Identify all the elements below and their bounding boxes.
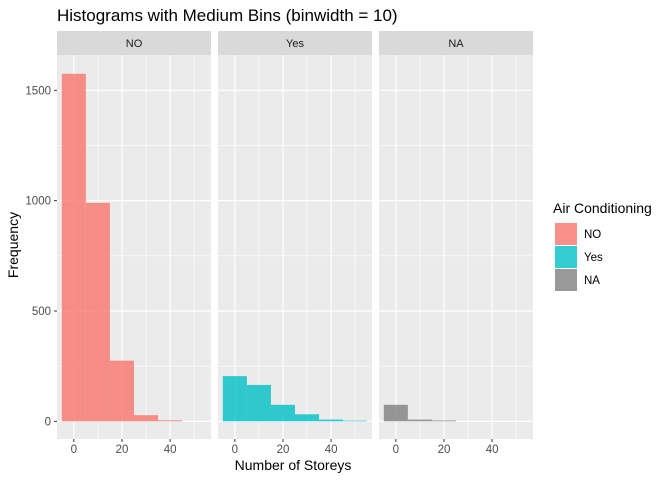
x-tick-label: 0 (232, 444, 238, 456)
bar-na-0 (383, 404, 408, 422)
bar-yes-50 (343, 420, 368, 422)
legend: Air Conditioning NO Yes NA (553, 200, 652, 291)
bar-no-40 (158, 420, 183, 422)
x-tick-label: 40 (486, 444, 499, 456)
y-axis-title: Frequency (5, 212, 21, 278)
x-tick-label: 40 (164, 444, 177, 456)
legend-label-no: NO (584, 229, 601, 241)
x-tick-label: 20 (277, 444, 290, 456)
bar-yes-0 (222, 376, 247, 422)
bar-yes-30 (295, 414, 320, 422)
bar-na-10 (407, 419, 432, 422)
facet-strip-label: Yes (286, 38, 304, 50)
facet-panel-yes: Yes 0 20 40 (218, 31, 372, 456)
panel-background (218, 55, 372, 439)
facet-panel-no: NO 0 20 40 0 500 1000 1500 (25, 31, 211, 456)
facet-strip (57, 31, 211, 55)
legend-key-na (555, 269, 577, 291)
facet-strip (379, 31, 533, 55)
x-tick-label: 20 (438, 444, 451, 456)
y-tick-label: 1000 (25, 196, 51, 208)
panel-background (379, 55, 533, 439)
x-tick-label: 40 (325, 444, 338, 456)
chart-title: Histograms with Medium Bins (binwidth = … (57, 6, 398, 25)
x-tick-label: 0 (71, 444, 77, 456)
x-tick-label: 20 (116, 444, 129, 456)
legend-title: Air Conditioning (553, 200, 652, 216)
y-tick-label: 500 (32, 306, 51, 318)
x-axis-title: Number of Storeys (235, 457, 352, 473)
bar-yes-10 (246, 384, 271, 422)
facet-strip-label: NA (448, 38, 464, 50)
y-tick-label: 0 (45, 416, 51, 428)
bar-no-20 (109, 360, 134, 422)
facet-panel-na: NA 0 20 40 (379, 31, 533, 456)
bar-yes-40 (319, 419, 344, 422)
bar-yes-20 (270, 404, 295, 422)
y-tick-label: 1500 (25, 85, 51, 97)
legend-label-na: NA (584, 275, 600, 287)
bar-na-20 (431, 420, 456, 422)
facet-panels: NO 0 20 40 0 500 1000 1500 Yes 0 20 40 NA 0 20 40 (25, 31, 533, 456)
facet-strip (218, 31, 372, 55)
legend-key-yes (555, 246, 577, 268)
x-tick-label: 0 (393, 444, 399, 456)
bar-no-0 (61, 73, 86, 422)
bar-no-30 (134, 415, 159, 422)
facet-strip-label: NO (126, 38, 143, 50)
bar-no-10 (85, 202, 110, 422)
legend-label-yes: Yes (584, 252, 603, 264)
legend-key-no (555, 223, 577, 245)
